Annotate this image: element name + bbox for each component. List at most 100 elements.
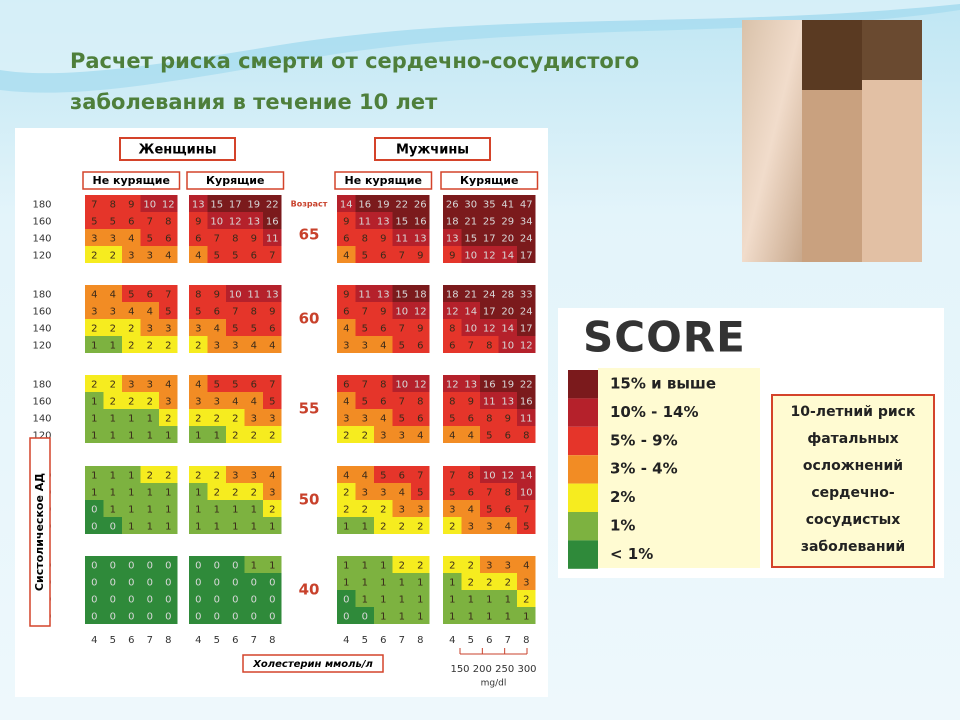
cell: [392, 392, 411, 409]
cell-label: 0: [128, 595, 134, 606]
cell-label: 17: [229, 200, 242, 211]
cell-label: 0: [269, 612, 275, 623]
cell: [461, 426, 480, 443]
cell-label: 1: [505, 595, 511, 606]
cell-label: 2: [380, 522, 386, 533]
cell-label: 16: [414, 217, 427, 228]
cell-label: 1: [232, 505, 238, 516]
cell: [189, 392, 208, 409]
cell: [122, 607, 141, 624]
cell: [244, 302, 263, 319]
cell-label: 1: [362, 561, 368, 572]
cell-label: 8: [468, 471, 474, 482]
y-tick-label: 160: [32, 307, 51, 318]
cell: [263, 302, 282, 319]
cell-label: 1: [523, 612, 529, 623]
cell: [355, 483, 374, 500]
cell: [411, 375, 430, 392]
cell-label: 10: [520, 488, 533, 499]
cell: [103, 212, 122, 229]
cell: [443, 426, 462, 443]
cell-label: 2: [468, 561, 474, 572]
cell: [461, 285, 480, 302]
cell-label: 6: [343, 307, 349, 318]
cell-label: 1: [399, 612, 405, 623]
cell: [411, 426, 430, 443]
cell-label: 5: [165, 307, 171, 318]
cell-label: 6: [195, 234, 201, 245]
cell: [498, 229, 517, 246]
cell-label: 2: [343, 488, 349, 499]
cell-label: 1: [380, 612, 386, 623]
cell: [103, 336, 122, 353]
cell-label: 25: [483, 217, 496, 228]
cell: [517, 426, 536, 443]
cell-label: 3: [362, 414, 368, 425]
cell: [140, 607, 159, 624]
cell: [122, 573, 141, 590]
cell: [374, 607, 393, 624]
cell-label: 34: [520, 217, 533, 228]
legend-label: 2%: [610, 488, 635, 506]
cell-label: 14: [501, 251, 514, 262]
cell: [498, 483, 517, 500]
cell: [411, 285, 430, 302]
cell: [517, 607, 536, 624]
smoking-header-box: [186, 171, 285, 190]
x-tick-label: 7: [505, 635, 511, 646]
cell-label: 11: [395, 234, 408, 245]
cell: [159, 375, 178, 392]
cell-label: 1: [380, 578, 386, 589]
cell: [374, 590, 393, 607]
mgdl-tick-label: 150: [450, 664, 469, 675]
cell-label: 1: [449, 578, 455, 589]
cell: [159, 500, 178, 517]
cell: [517, 246, 536, 263]
cell-label: 2: [505, 578, 511, 589]
cell: [337, 302, 356, 319]
cell: [517, 466, 536, 483]
cell: [443, 573, 462, 590]
cell: [337, 483, 356, 500]
cell-label: 16: [520, 397, 533, 408]
cell-label: 0: [195, 561, 201, 572]
cell-label: 1: [91, 397, 97, 408]
cell-label: 6: [269, 324, 275, 335]
cell: [103, 375, 122, 392]
cell: [461, 483, 480, 500]
cell-label: 0: [195, 612, 201, 623]
x-tick-label: 8: [523, 635, 529, 646]
cell-label: 3: [214, 397, 220, 408]
cell: [461, 409, 480, 426]
cell-label: 0: [110, 561, 116, 572]
cell-label: 1: [165, 488, 171, 499]
cell: [392, 500, 411, 517]
cell-label: 6: [380, 251, 386, 262]
cell: [103, 500, 122, 517]
cell-label: 9: [251, 234, 257, 245]
cell-label: 3: [380, 431, 386, 442]
cell: [140, 517, 159, 534]
cell: [244, 229, 263, 246]
cell: [480, 590, 499, 607]
cell-label: 3: [362, 341, 368, 352]
cell-label: 30: [464, 200, 477, 211]
cell-label: 0: [362, 612, 368, 623]
cell: [498, 195, 517, 212]
cell-label: 10: [395, 380, 408, 391]
cell: [140, 319, 159, 336]
cell: [443, 195, 462, 212]
cell: [140, 556, 159, 573]
cell-label: 8: [380, 380, 386, 391]
x-tick-label: 7: [399, 635, 405, 646]
cell: [337, 229, 356, 246]
cell-label: 2: [128, 341, 134, 352]
cell: [517, 212, 536, 229]
x-tick-label: 4: [343, 635, 349, 646]
cell-label: 11: [247, 290, 260, 301]
cell: [140, 573, 159, 590]
cell: [480, 573, 499, 590]
cell-label: 2: [147, 397, 153, 408]
cell: [355, 285, 374, 302]
y-tick-label: 140: [32, 414, 51, 425]
